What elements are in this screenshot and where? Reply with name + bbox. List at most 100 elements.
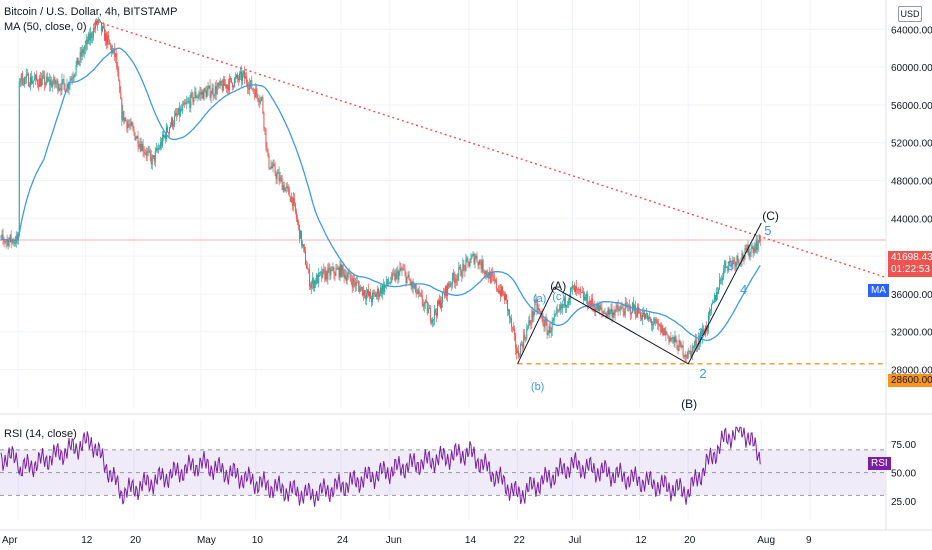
candle-body: [80, 52, 82, 57]
candle-body: [573, 285, 575, 293]
candle-body: [590, 300, 592, 306]
candle-body: [493, 277, 495, 282]
candle-body: [644, 312, 646, 319]
candle-body: [265, 128, 267, 147]
candle-body: [46, 76, 48, 84]
candle-body: [646, 313, 648, 314]
downtrend-line: [97, 21, 887, 279]
chart-legend: Bitcoin / U.S. Dollar, 4h, BITSTAMP MA (…: [4, 6, 177, 33]
candle-body: [338, 267, 340, 278]
candle-body: [737, 256, 739, 261]
candle-body: [334, 273, 336, 276]
candle-body: [645, 313, 647, 319]
rsi-line: [0, 426, 761, 507]
candle-body: [55, 83, 57, 85]
candle-body: [546, 322, 548, 335]
candle-body: [320, 271, 322, 273]
candle-body: [751, 247, 753, 249]
candle-body: [711, 304, 713, 311]
candle-body: [89, 33, 91, 41]
candle-body: [512, 327, 514, 328]
candle-body: [92, 28, 94, 38]
candle-body: [669, 338, 671, 342]
candle-body: [330, 269, 332, 276]
candle-body: [142, 143, 144, 152]
candle-body: [361, 286, 363, 296]
candle-body: [623, 312, 625, 316]
candle-body: [525, 338, 527, 339]
candle-body: [219, 81, 221, 86]
candle-body: [0, 235, 2, 238]
candle-body: [345, 275, 347, 282]
candle-body: [310, 285, 312, 288]
candle-body: [732, 260, 734, 266]
candle-body: [649, 317, 651, 319]
candle-body: [674, 336, 676, 343]
candle-body: [536, 299, 538, 310]
candle-body: [374, 292, 376, 294]
currency-badge[interactable]: USD: [898, 6, 922, 22]
candle-body: [196, 97, 198, 99]
candle-body: [19, 80, 21, 82]
candle-body: [518, 350, 520, 357]
candle-body: [237, 75, 239, 79]
candle-body: [326, 270, 328, 280]
candle-body: [351, 281, 353, 288]
candle-body: [660, 324, 662, 333]
candle-body: [442, 292, 444, 303]
candle-body: [697, 338, 699, 347]
candle-body: [267, 148, 269, 156]
candle-body: [241, 71, 243, 81]
candle-body: [593, 305, 595, 308]
candle-body: [685, 354, 687, 357]
candle-body: [163, 135, 165, 138]
candle-body: [300, 230, 302, 246]
candle-body: [475, 255, 477, 258]
candle-body: [745, 248, 747, 249]
candle-body: [616, 305, 618, 307]
candle-body: [301, 244, 303, 246]
candle-body: [729, 260, 731, 264]
price-tick-label: 36000.00: [891, 290, 932, 301]
candle-body: [397, 271, 399, 280]
candle-body: [81, 49, 83, 57]
candle-body: [497, 290, 499, 293]
rsi-legend[interactable]: RSI (14, close): [4, 428, 77, 440]
candle-body: [245, 76, 247, 79]
candle-body: [499, 290, 501, 296]
candle-body: [99, 20, 101, 23]
candle-body: [638, 312, 640, 314]
candle-body: [204, 88, 206, 91]
candle-body: [25, 74, 27, 79]
symbol-title[interactable]: Bitcoin / U.S. Dollar, 4h, BITSTAMP: [4, 6, 178, 18]
candle-body: [491, 273, 493, 276]
candle-body: [188, 100, 190, 102]
candle-body: [510, 318, 512, 319]
candle-body: [507, 299, 508, 311]
candle-body: [540, 312, 542, 315]
candle-body: [687, 351, 689, 358]
time-tick-label: 14: [465, 535, 477, 546]
candle-body: [324, 269, 326, 280]
candle-body: [458, 267, 460, 276]
ma-legend[interactable]: MA (50, close, 0): [4, 21, 87, 33]
candle-body: [750, 248, 752, 254]
candle-body: [489, 272, 491, 283]
candle-body: [240, 71, 242, 74]
candle-body: [354, 282, 356, 286]
candle-body: [656, 320, 658, 324]
candle-body: [318, 272, 320, 284]
candle-body: [321, 271, 323, 278]
candle-body: [581, 291, 583, 293]
candle-body: [117, 67, 119, 72]
candle-body: [317, 275, 319, 284]
candle-body: [539, 309, 541, 313]
candle-body: [721, 279, 723, 281]
candle-body: [455, 279, 457, 283]
candle-body: [403, 269, 405, 271]
candle-body: [661, 325, 663, 333]
candle-body: [50, 81, 52, 86]
candle-body: [186, 102, 188, 104]
candle-body: [554, 314, 556, 317]
